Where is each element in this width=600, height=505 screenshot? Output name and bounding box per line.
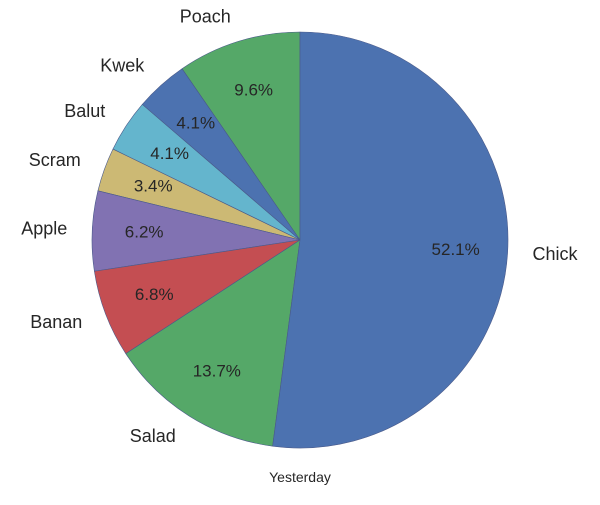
slice-label-balut: Balut bbox=[64, 101, 105, 121]
slice-label-banan: Banan bbox=[30, 312, 82, 332]
slice-percent-balut: 4.1% bbox=[150, 144, 189, 163]
slice-percent-chick: 52.1% bbox=[432, 240, 480, 259]
slice-percent-scram: 3.4% bbox=[134, 177, 173, 196]
slice-label-chick: Chick bbox=[532, 244, 578, 264]
slice-percent-apple: 6.2% bbox=[125, 223, 164, 242]
slice-percent-banan: 6.8% bbox=[135, 285, 174, 304]
slice-percent-salad: 13.7% bbox=[193, 361, 241, 380]
slice-percent-poach: 9.6% bbox=[234, 81, 273, 100]
slice-label-poach: Poach bbox=[180, 6, 231, 26]
pie-slice-salad bbox=[125, 239, 301, 447]
pie-slices bbox=[91, 31, 509, 449]
slice-label-salad: Salad bbox=[130, 426, 176, 446]
x-axis-label: Yesterday bbox=[269, 469, 331, 485]
slice-percent-kwek: 4.1% bbox=[176, 113, 215, 132]
pie-slice-chick bbox=[272, 31, 509, 449]
slice-label-kwek: Kwek bbox=[100, 55, 145, 75]
pie-slice-poach bbox=[181, 31, 301, 241]
slice-label-apple: Apple bbox=[21, 219, 67, 239]
pie-labels: Poach 9.6% Kwek 4.1% Balut 4.1% Scram 3.4% Apple… bbox=[21, 6, 578, 446]
slice-label-scram: Scram bbox=[29, 150, 81, 170]
